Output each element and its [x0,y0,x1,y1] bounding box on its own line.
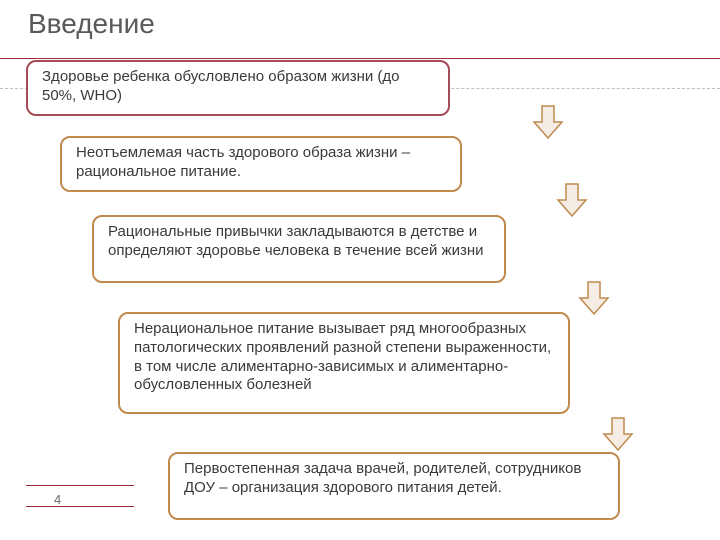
page-number: 4 [54,492,61,507]
down-arrow-icon [554,182,590,218]
flow-box-2: Неотъемлемая часть здорового образа жизн… [60,136,462,192]
footer-line-bottom [26,506,134,507]
down-arrow-icon [600,416,636,452]
flow-box-4: Нерациональное питание вызывает ряд мног… [118,312,570,414]
flow-box-5: Первостепенная задача врачей, родителей,… [168,452,620,520]
title-underline [0,58,720,59]
flow-box-1: Здоровье ребенка обусловлено образом жиз… [26,60,450,116]
down-arrow-icon [530,104,566,140]
down-arrow-icon [576,280,612,316]
footer-line-top [26,485,134,486]
flow-box-3: Рациональные привычки закладываются в де… [92,215,506,283]
page-title: Введение [28,8,155,40]
